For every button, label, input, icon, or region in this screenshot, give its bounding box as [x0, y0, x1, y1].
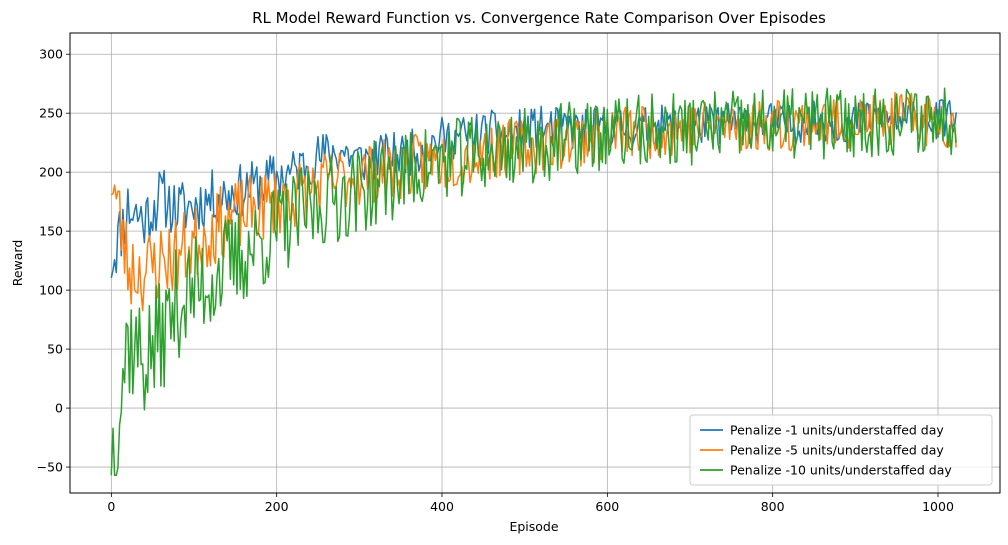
series-line-3 [110, 87, 957, 477]
series-line-2 [110, 91, 957, 312]
y-tick-label: −50 [37, 460, 63, 475]
legend-label: Penalize -1 units/understaffed day [730, 423, 944, 438]
x-tick-label: 600 [595, 499, 619, 514]
y-tick-label: 0 [55, 401, 63, 416]
legend: Penalize -1 units/understaffed day Penali… [689, 414, 993, 486]
y-axis-ticks: −50 0 50 100 150 200 250 300 [37, 47, 70, 475]
legend-label: Penalize -10 units/understaffed day [730, 463, 952, 478]
y-tick-label: 200 [39, 165, 63, 180]
x-tick-label: 400 [430, 499, 454, 514]
series-line-1 [110, 99, 957, 278]
x-axis-title: Episode [509, 519, 558, 534]
plot-frame [69, 32, 1001, 494]
y-tick-label: 50 [47, 342, 63, 357]
chart-title: RL Model Reward Function vs. Convergence… [252, 9, 826, 27]
y-axis-title: Reward [10, 240, 25, 287]
y-tick-label: 100 [39, 283, 63, 298]
legend-label: Penalize -5 units/understaffed day [730, 443, 944, 458]
y-tick-label: 150 [39, 224, 63, 239]
y-tick-label: 300 [39, 47, 63, 62]
x-tick-label: 800 [761, 499, 785, 514]
series-lines [110, 87, 957, 477]
x-tick-label: 1000 [922, 499, 954, 514]
y-tick-label: 250 [39, 106, 63, 121]
x-tick-label: 200 [265, 499, 289, 514]
legend-box [689, 414, 993, 486]
x-axis-ticks: 0 200 400 600 800 1000 [107, 493, 954, 514]
x-tick-label: 0 [107, 499, 115, 514]
